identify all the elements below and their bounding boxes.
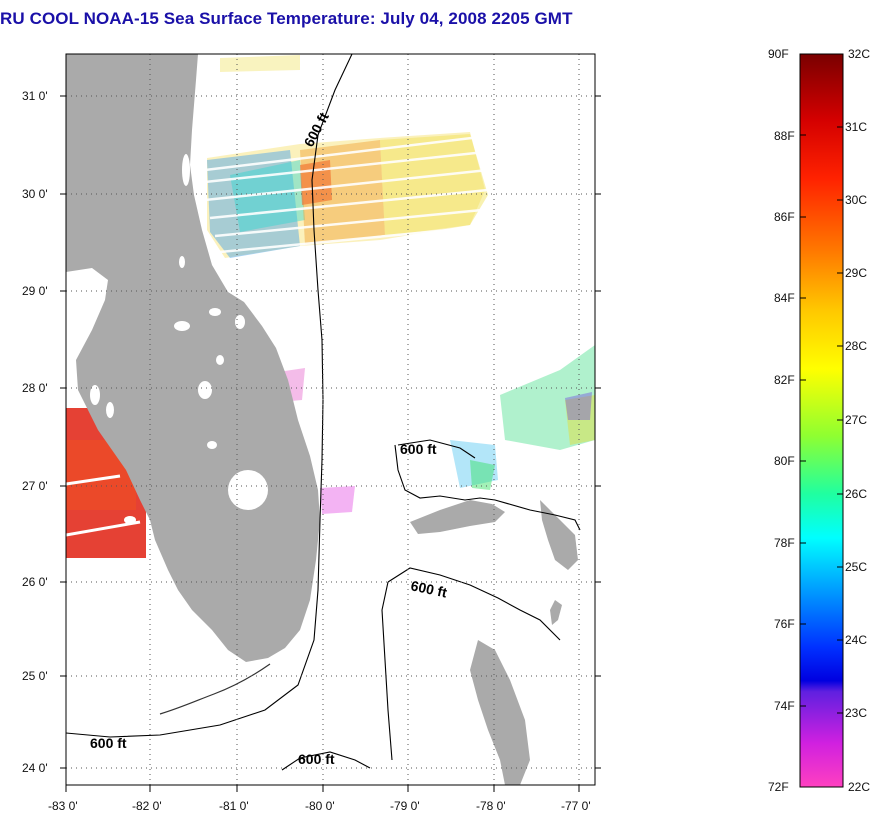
lat-label: 31 0' bbox=[22, 89, 48, 103]
celsius-label: 29C bbox=[845, 266, 867, 280]
lon-label: -79 0' bbox=[390, 799, 420, 813]
celsius-label: 31C bbox=[845, 120, 867, 134]
lon-label: -81 0' bbox=[219, 799, 249, 813]
contour-label-channel: 600 ft bbox=[409, 577, 448, 600]
lon-label: -77 0' bbox=[561, 799, 591, 813]
celsius-label: 25C bbox=[845, 560, 867, 574]
depth-contours bbox=[66, 54, 581, 771]
sst-swath-east bbox=[320, 345, 595, 514]
celsius-label: 30C bbox=[845, 193, 867, 207]
lat-label: 27 0' bbox=[22, 479, 48, 493]
fahrenheit-label: 80F bbox=[774, 454, 795, 468]
celsius-label: 24C bbox=[845, 633, 867, 647]
celsius-label: 28C bbox=[845, 339, 867, 353]
longitude-axis: -83 0' -82 0' -81 0' -80 0' -79 0' -78 0… bbox=[48, 799, 591, 813]
fahrenheit-scale: 90F 88F 86F 84F 82F 80F 78F 76F 74F 72F bbox=[768, 47, 795, 794]
fahrenheit-label: 76F bbox=[774, 617, 795, 631]
fahrenheit-label: 86F bbox=[774, 210, 795, 224]
lat-label: 29 0' bbox=[22, 284, 48, 298]
fahrenheit-label: 74F bbox=[774, 699, 795, 713]
graticule bbox=[66, 54, 595, 785]
florida-landmass bbox=[66, 54, 320, 662]
lake-okeechobee bbox=[228, 470, 268, 510]
florida-keys bbox=[159, 663, 271, 715]
lon-label: -78 0' bbox=[476, 799, 506, 813]
lat-label: 28 0' bbox=[22, 381, 48, 395]
celsius-label: 26C bbox=[845, 487, 867, 501]
fahrenheit-label: 72F bbox=[768, 780, 789, 794]
lat-label: 26 0' bbox=[22, 575, 48, 589]
fahrenheit-label: 84F bbox=[774, 291, 795, 305]
map-frame bbox=[65, 53, 596, 786]
fahrenheit-label: 82F bbox=[774, 373, 795, 387]
fahrenheit-label: 90F bbox=[768, 47, 789, 61]
celsius-scale: 32C 31C 30C 29C 28C 27C 26C 25C 24C 23C … bbox=[845, 47, 870, 794]
colorbar-ticks bbox=[800, 126, 843, 714]
celsius-label: 23C bbox=[845, 706, 867, 720]
fahrenheit-label: 78F bbox=[774, 536, 795, 550]
lat-label: 30 0' bbox=[22, 187, 48, 201]
grand-bahama-island bbox=[410, 500, 505, 534]
lat-label: 24 0' bbox=[22, 761, 48, 775]
minor-ticks bbox=[60, 95, 601, 792]
contour-label-bahama-bank: 600 ft bbox=[400, 441, 437, 457]
lat-label: 25 0' bbox=[22, 669, 48, 683]
colorbar-gradient bbox=[799, 53, 844, 788]
abaco-island bbox=[540, 500, 578, 570]
fahrenheit-label: 88F bbox=[774, 129, 795, 143]
temperature-colorbar: 90F 88F 86F 84F 82F 80F 78F 76F 74F 72F … bbox=[768, 47, 870, 794]
contour-label-south: 600 ft bbox=[298, 751, 335, 767]
lon-label: -82 0' bbox=[132, 799, 162, 813]
map-panel: 600 ft 600 ft 600 ft 600 ft 600 ft 31 0'… bbox=[22, 53, 601, 813]
inland-lakes bbox=[90, 154, 245, 524]
celsius-label: 27C bbox=[845, 413, 867, 427]
lon-label: -83 0' bbox=[48, 799, 78, 813]
andros-island bbox=[470, 640, 530, 785]
celsius-label: 22C bbox=[848, 780, 870, 794]
celsius-label: 32C bbox=[848, 47, 870, 61]
latitude-axis: 31 0' 30 0' 29 0' 28 0' 27 0' 26 0' 25 0… bbox=[22, 89, 48, 775]
contour-label-southwest: 600 ft bbox=[90, 735, 127, 751]
eleuthera-island bbox=[550, 600, 562, 625]
lon-label: -80 0' bbox=[305, 799, 335, 813]
map-title: RU COOL NOAA-15 Sea Surface Temperature:… bbox=[0, 9, 573, 28]
